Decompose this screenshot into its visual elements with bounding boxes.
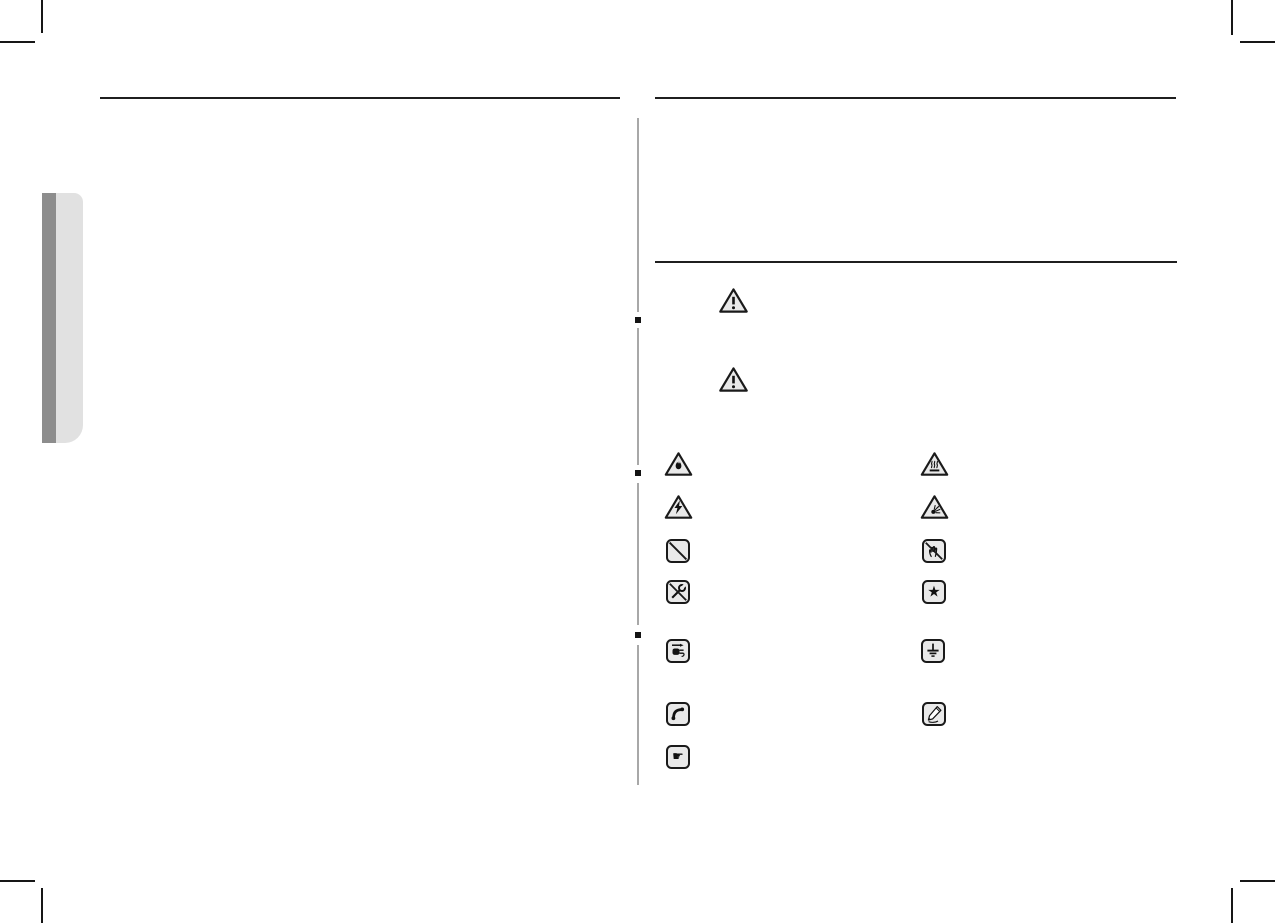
call-service-icon [666, 702, 690, 726]
chapter-tab-accent [42, 193, 56, 443]
crop-mark-bottom-left-horizontal [0, 880, 35, 882]
star-glyph: ★ [927, 582, 941, 600]
column-divider-segment-1 [637, 118, 639, 312]
crop-mark-top-left-horizontal [0, 41, 35, 43]
electric-shock-warning-icon [664, 494, 693, 520]
column-divider-segment-2 [637, 328, 639, 465]
crop-mark-bottom-right-vertical [1231, 888, 1233, 923]
right-column-header-rule [655, 97, 1176, 99]
fire-warning-icon [664, 451, 693, 477]
unplug-power-icon [666, 639, 690, 663]
left-column-header-rule [100, 97, 620, 99]
do-not-disassemble-icon [666, 580, 690, 604]
chapter-tab [42, 193, 83, 443]
column-divider-marker-2 [635, 470, 641, 476]
ground-connection-icon [921, 639, 945, 663]
pointing-hand-glyph: ☛ [672, 749, 684, 764]
do-not-touch-icon [922, 539, 946, 563]
crop-mark-bottom-left-vertical [41, 888, 43, 923]
explosion-warning-icon [920, 494, 949, 520]
crop-mark-top-right-vertical [1231, 0, 1233, 35]
take-note-icon [922, 702, 946, 726]
follow-instructions-star-icon: ★ [922, 580, 946, 604]
crop-mark-bottom-right-horizontal [1240, 880, 1275, 882]
column-divider-segment-4 [637, 645, 639, 785]
chapter-tab-body [56, 193, 83, 443]
important-pointer-icon: ☛ [666, 745, 690, 769]
crop-mark-top-left-vertical [41, 0, 43, 33]
column-divider-marker-3 [635, 632, 641, 638]
warning-triangle-icon [718, 287, 749, 314]
hot-surface-warning-icon [920, 451, 949, 477]
crop-mark-top-right-horizontal [1240, 41, 1275, 43]
column-divider-marker-1 [635, 317, 641, 323]
column-divider-segment-3 [637, 483, 639, 625]
right-column-section-rule [655, 261, 1177, 263]
prohibited-icon [666, 539, 690, 563]
caution-triangle-icon [718, 366, 749, 393]
